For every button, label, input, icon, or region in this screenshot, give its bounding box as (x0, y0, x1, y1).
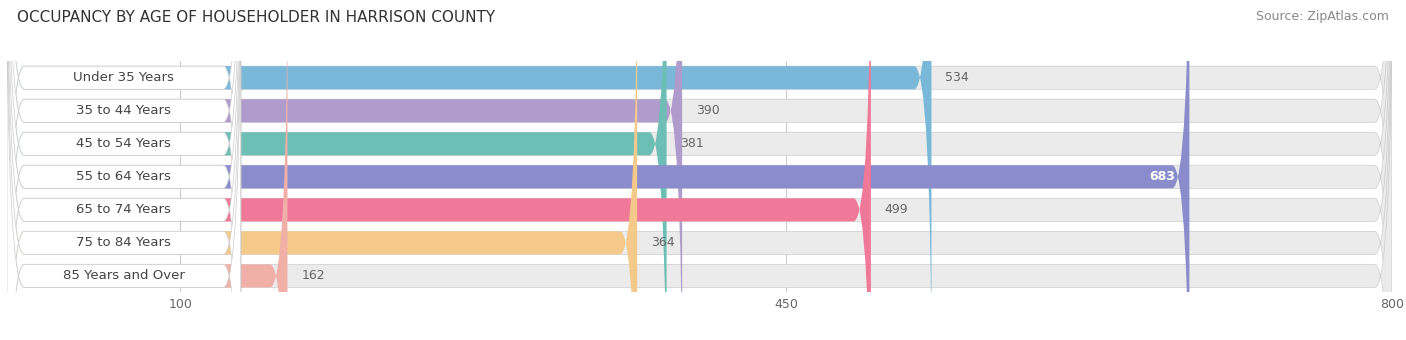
FancyBboxPatch shape (7, 0, 666, 340)
FancyBboxPatch shape (7, 0, 931, 340)
Text: 390: 390 (696, 104, 720, 117)
FancyBboxPatch shape (7, 0, 240, 340)
FancyBboxPatch shape (7, 0, 1392, 340)
Text: 499: 499 (884, 203, 908, 216)
Text: 85 Years and Over: 85 Years and Over (63, 269, 184, 283)
FancyBboxPatch shape (7, 0, 240, 340)
FancyBboxPatch shape (7, 0, 682, 340)
Text: 162: 162 (301, 269, 325, 283)
Text: 381: 381 (681, 137, 704, 150)
Text: Under 35 Years: Under 35 Years (73, 71, 174, 84)
FancyBboxPatch shape (7, 0, 1392, 340)
Text: 65 to 74 Years: 65 to 74 Years (76, 203, 172, 216)
Text: Source: ZipAtlas.com: Source: ZipAtlas.com (1256, 10, 1389, 23)
FancyBboxPatch shape (7, 0, 240, 340)
FancyBboxPatch shape (7, 0, 1392, 340)
Text: 683: 683 (1150, 170, 1175, 183)
Text: OCCUPANCY BY AGE OF HOUSEHOLDER IN HARRISON COUNTY: OCCUPANCY BY AGE OF HOUSEHOLDER IN HARRI… (17, 10, 495, 25)
FancyBboxPatch shape (7, 0, 1392, 340)
Text: 35 to 44 Years: 35 to 44 Years (76, 104, 172, 117)
FancyBboxPatch shape (7, 0, 637, 340)
FancyBboxPatch shape (7, 0, 870, 340)
Text: 534: 534 (945, 71, 969, 84)
FancyBboxPatch shape (7, 0, 240, 340)
FancyBboxPatch shape (7, 0, 240, 340)
Text: 364: 364 (651, 236, 675, 249)
Text: 55 to 64 Years: 55 to 64 Years (76, 170, 172, 183)
FancyBboxPatch shape (7, 0, 240, 340)
FancyBboxPatch shape (7, 0, 1392, 340)
FancyBboxPatch shape (7, 0, 1392, 340)
FancyBboxPatch shape (7, 0, 287, 340)
FancyBboxPatch shape (7, 0, 240, 340)
FancyBboxPatch shape (7, 0, 1392, 340)
Text: 75 to 84 Years: 75 to 84 Years (76, 236, 172, 249)
Text: 45 to 54 Years: 45 to 54 Years (76, 137, 172, 150)
FancyBboxPatch shape (7, 0, 1189, 340)
